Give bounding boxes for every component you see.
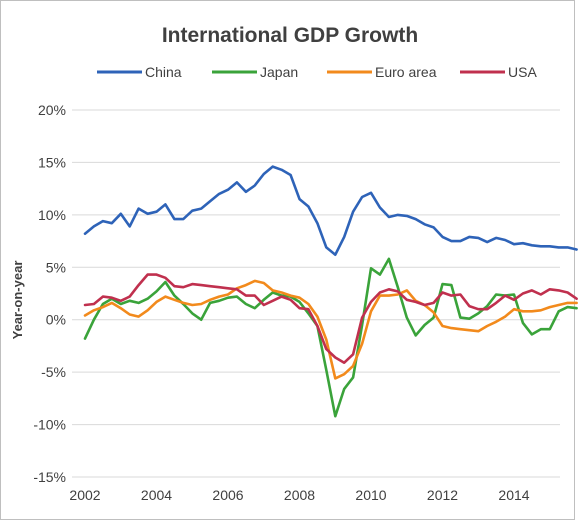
x-tick-label: 2010 xyxy=(355,487,386,503)
y-tick-label: -10% xyxy=(33,417,66,433)
x-tick-label: 2004 xyxy=(141,487,172,503)
x-axis-ticks: 2002 2004 2006 2008 2010 2012 2014 xyxy=(69,487,529,503)
x-tick-label: 2008 xyxy=(284,487,315,503)
x-tick-label: 2014 xyxy=(498,487,529,503)
series-line-japan xyxy=(83,257,578,418)
y-tick-label: -5% xyxy=(41,364,66,380)
x-tick-label: 2002 xyxy=(69,487,100,503)
series-line-usa xyxy=(83,273,578,364)
y-tick-label: 10% xyxy=(38,207,66,223)
y-axis-ticks: 20% 15% 10% 5% 0% -5% -10% -15% xyxy=(33,102,66,485)
legend-label: Japan xyxy=(260,64,298,80)
series-line-china xyxy=(83,165,578,256)
y-tick-label: 0% xyxy=(46,312,66,328)
gridlines xyxy=(72,109,560,478)
y-tick-label: -15% xyxy=(33,469,66,485)
y-tick-label: 15% xyxy=(38,154,66,170)
legend-label: China xyxy=(145,64,182,80)
chart-title: International GDP Growth xyxy=(162,24,418,47)
legend-label: Euro area xyxy=(375,64,437,80)
legend-label: USA xyxy=(508,64,537,80)
x-tick-label: 2006 xyxy=(212,487,243,503)
series-lines xyxy=(83,165,578,418)
x-tick-label: 2012 xyxy=(427,487,458,503)
y-tick-label: 20% xyxy=(38,102,66,118)
legend: China Japan Euro area USA xyxy=(97,64,537,80)
series-line-euro-area xyxy=(83,279,578,380)
y-tick-label: 5% xyxy=(46,259,66,275)
y-axis-label: Year-on-year xyxy=(10,261,25,340)
